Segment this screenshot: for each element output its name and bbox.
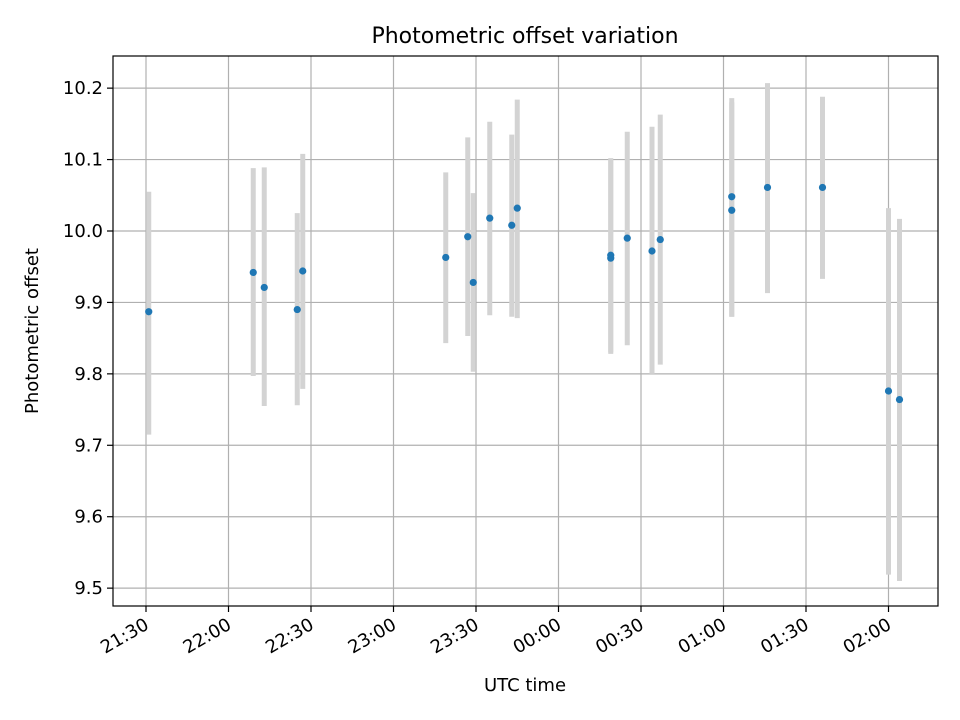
plot-frame [112, 55, 939, 607]
chart-title: Photometric offset variation [371, 24, 678, 49]
y-tick-label: 10.1 [63, 150, 103, 171]
data-point [464, 233, 472, 241]
grid [113, 56, 938, 606]
y-tick-label: 9.7 [74, 435, 103, 456]
data-point [818, 183, 827, 192]
data-point [656, 235, 664, 244]
y-tick-label: 10.2 [63, 78, 103, 99]
data-point [486, 214, 494, 222]
data-point [884, 387, 893, 395]
data-point [728, 193, 736, 201]
data-point [513, 204, 521, 212]
y-tick-label: 9.9 [74, 292, 103, 313]
data-point [145, 308, 153, 316]
data-point [469, 278, 477, 287]
y-tick-label: 9.8 [74, 364, 103, 385]
data-point [293, 305, 301, 314]
data-point [623, 234, 631, 242]
y-tick-label: 9.5 [74, 578, 103, 599]
data-point [648, 247, 656, 255]
data-point [607, 254, 615, 262]
y-tick-label: 10.0 [63, 221, 103, 242]
data-point [508, 221, 516, 229]
x-axis-label: UTC time [484, 675, 566, 696]
markers [145, 183, 904, 404]
y-axis-label: Photometric offset [22, 248, 43, 414]
data-point [895, 395, 904, 404]
data-point [442, 253, 450, 262]
data-point [299, 267, 307, 275]
data-point [260, 283, 268, 292]
data-point [249, 268, 257, 277]
data-point [728, 206, 736, 214]
data-point [763, 183, 772, 192]
y-tick-label: 9.6 [74, 507, 103, 528]
